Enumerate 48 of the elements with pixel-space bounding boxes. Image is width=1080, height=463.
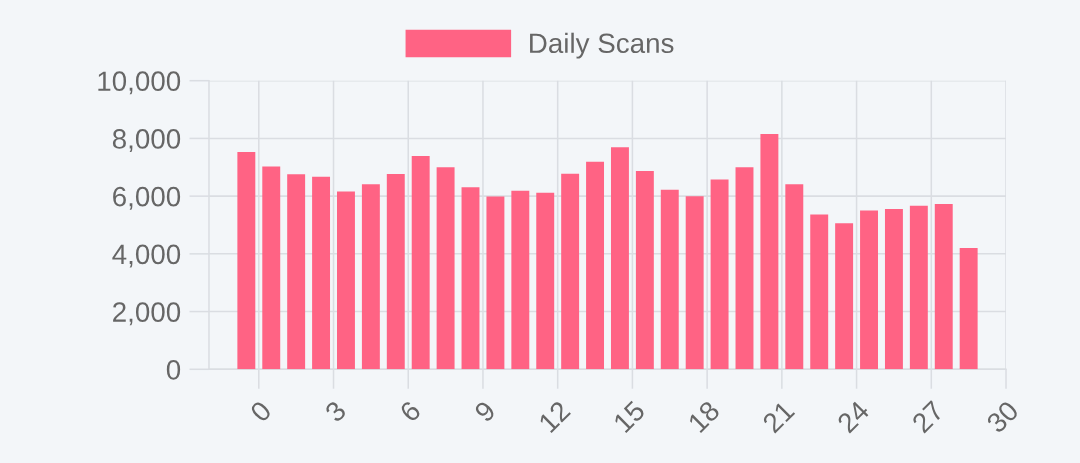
bar xyxy=(486,196,505,370)
bar xyxy=(287,174,306,370)
y-tick-label: 8,000 xyxy=(112,129,181,153)
bar xyxy=(386,173,405,370)
y-tick-label: 2,000 xyxy=(113,302,181,326)
bar xyxy=(635,171,654,370)
x-tick-label: 3 xyxy=(323,399,348,424)
x-tick-label: 27 xyxy=(910,399,945,434)
bar xyxy=(337,191,355,370)
x-tick-label: 18 xyxy=(687,399,721,434)
bar xyxy=(361,184,380,370)
x-tick-label: 0 xyxy=(249,399,273,424)
bar xyxy=(561,173,580,370)
bar xyxy=(586,161,605,370)
x-tick-label: 6 xyxy=(398,399,422,423)
bar xyxy=(710,179,729,370)
bar xyxy=(785,184,804,370)
bar xyxy=(411,156,430,370)
bar xyxy=(884,209,903,370)
y-tick-label: 0 xyxy=(166,359,181,380)
x-tick-label: 24 xyxy=(836,399,871,434)
y-tick-label: 6,000 xyxy=(113,186,181,210)
y-tick-label: 4,000 xyxy=(112,244,181,268)
bar xyxy=(909,205,928,370)
bar xyxy=(810,214,829,370)
x-tick-label: 15 xyxy=(612,400,647,434)
legend-label: Daily Scans xyxy=(530,32,674,59)
bar xyxy=(835,223,854,370)
x-tick-label: 12 xyxy=(537,399,571,434)
bar xyxy=(860,210,878,370)
bar xyxy=(511,190,530,370)
bar xyxy=(536,192,555,370)
bar xyxy=(237,151,256,370)
x-tick-label: 30 xyxy=(985,399,1020,434)
bar xyxy=(934,203,953,370)
x-tick-label: 9 xyxy=(473,399,497,423)
bar xyxy=(461,187,480,370)
bar xyxy=(660,189,679,370)
bar xyxy=(436,167,455,370)
bar xyxy=(685,196,704,370)
bar xyxy=(735,167,754,370)
bar xyxy=(312,176,331,370)
bar xyxy=(760,134,779,370)
bar xyxy=(959,248,978,370)
bar xyxy=(262,166,281,370)
x-tick-label: 21 xyxy=(761,399,796,434)
bar xyxy=(610,147,629,370)
y-tick-label: 10,000 xyxy=(98,71,181,95)
